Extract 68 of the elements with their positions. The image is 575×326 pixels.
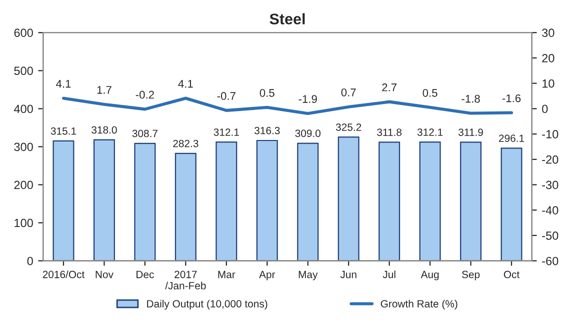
chart-title: Steel bbox=[270, 13, 305, 24]
y-tick-label: 600 bbox=[14, 28, 33, 37]
data-label: -1.6 bbox=[502, 94, 521, 102]
data-label: -1.8 bbox=[462, 94, 480, 103]
legend-label: Daily Output (10,000 tons) bbox=[147, 300, 268, 310]
x-tick-label: Nov bbox=[96, 270, 114, 278]
x-tick-label: Jul bbox=[382, 270, 396, 278]
bar bbox=[256, 140, 278, 261]
x-tick-label: 2016/Oct bbox=[42, 270, 85, 278]
y2-tick-label: 20 bbox=[542, 54, 554, 62]
bar bbox=[460, 142, 482, 261]
data-label: 4.1 bbox=[178, 80, 193, 88]
bar bbox=[500, 148, 522, 261]
bar bbox=[419, 142, 441, 261]
y2-tick-label: 10 bbox=[542, 79, 554, 88]
data-label: 2.7 bbox=[382, 83, 396, 92]
bar bbox=[297, 142, 319, 261]
y2-tick-label: -60 bbox=[542, 256, 558, 266]
data-label: -0.2 bbox=[136, 90, 154, 99]
y2-tick-label: -40 bbox=[542, 206, 558, 214]
x-tick-label: Mar bbox=[218, 270, 236, 278]
y-tick-label: 200 bbox=[14, 180, 33, 190]
bar bbox=[338, 136, 360, 261]
x-tick-label: 2017 /Jan-Feb bbox=[165, 270, 206, 290]
data-label: 315.1 bbox=[50, 127, 76, 135]
y2-tick-label: -30 bbox=[542, 180, 558, 190]
y-tick-label: 400 bbox=[14, 104, 33, 114]
data-label: 0.5 bbox=[260, 89, 274, 97]
y2-tick-label: -20 bbox=[542, 155, 558, 164]
x-tick-label: Dec bbox=[136, 270, 154, 278]
y-tick-label: 0 bbox=[27, 256, 33, 266]
x-tick-label: Apr bbox=[259, 270, 276, 280]
y-tick-label: 100 bbox=[14, 218, 33, 228]
data-label: 311.9 bbox=[458, 128, 483, 136]
data-label: 312.1 bbox=[417, 128, 443, 136]
bar bbox=[216, 142, 238, 261]
bar bbox=[93, 139, 115, 261]
data-label: 4.1 bbox=[56, 80, 71, 88]
x-tick-label: Jun bbox=[340, 270, 356, 278]
bar bbox=[52, 140, 74, 261]
bar bbox=[134, 142, 156, 261]
y-tick-label: 300 bbox=[14, 142, 33, 152]
data-label: 325.2 bbox=[336, 124, 362, 131]
y-tick-label: 500 bbox=[14, 66, 33, 76]
data-label: 312.1 bbox=[214, 128, 239, 136]
data-label: 311.8 bbox=[377, 128, 402, 136]
data-label: 316.3 bbox=[254, 126, 280, 134]
y2-tick-label: 30 bbox=[542, 28, 554, 37]
data-label: 309.0 bbox=[295, 130, 320, 138]
data-label: -0.7 bbox=[217, 92, 236, 100]
y2-tick-label: -50 bbox=[542, 231, 558, 240]
data-label: 296.1 bbox=[499, 134, 524, 142]
x-tick-label: Oct bbox=[504, 270, 520, 278]
data-label: -1.9 bbox=[298, 95, 317, 103]
data-label: 0.7 bbox=[341, 88, 356, 96]
data-label: 0.5 bbox=[422, 89, 438, 97]
data-label: 282.3 bbox=[173, 140, 198, 148]
y2-tick-label: 0 bbox=[542, 104, 548, 114]
y2-tick-label: -10 bbox=[542, 130, 558, 138]
x-tick-label: Sep bbox=[462, 270, 480, 280]
x-tick-label: Aug bbox=[420, 270, 439, 280]
data-label: 318.0 bbox=[92, 126, 117, 134]
data-label: 1.7 bbox=[97, 86, 112, 94]
x-tick-label: May bbox=[298, 270, 318, 280]
data-label: 308.7 bbox=[132, 130, 158, 138]
bar bbox=[378, 142, 400, 261]
bar bbox=[174, 152, 196, 261]
legend-label: Growth Rate (%) bbox=[380, 300, 458, 310]
